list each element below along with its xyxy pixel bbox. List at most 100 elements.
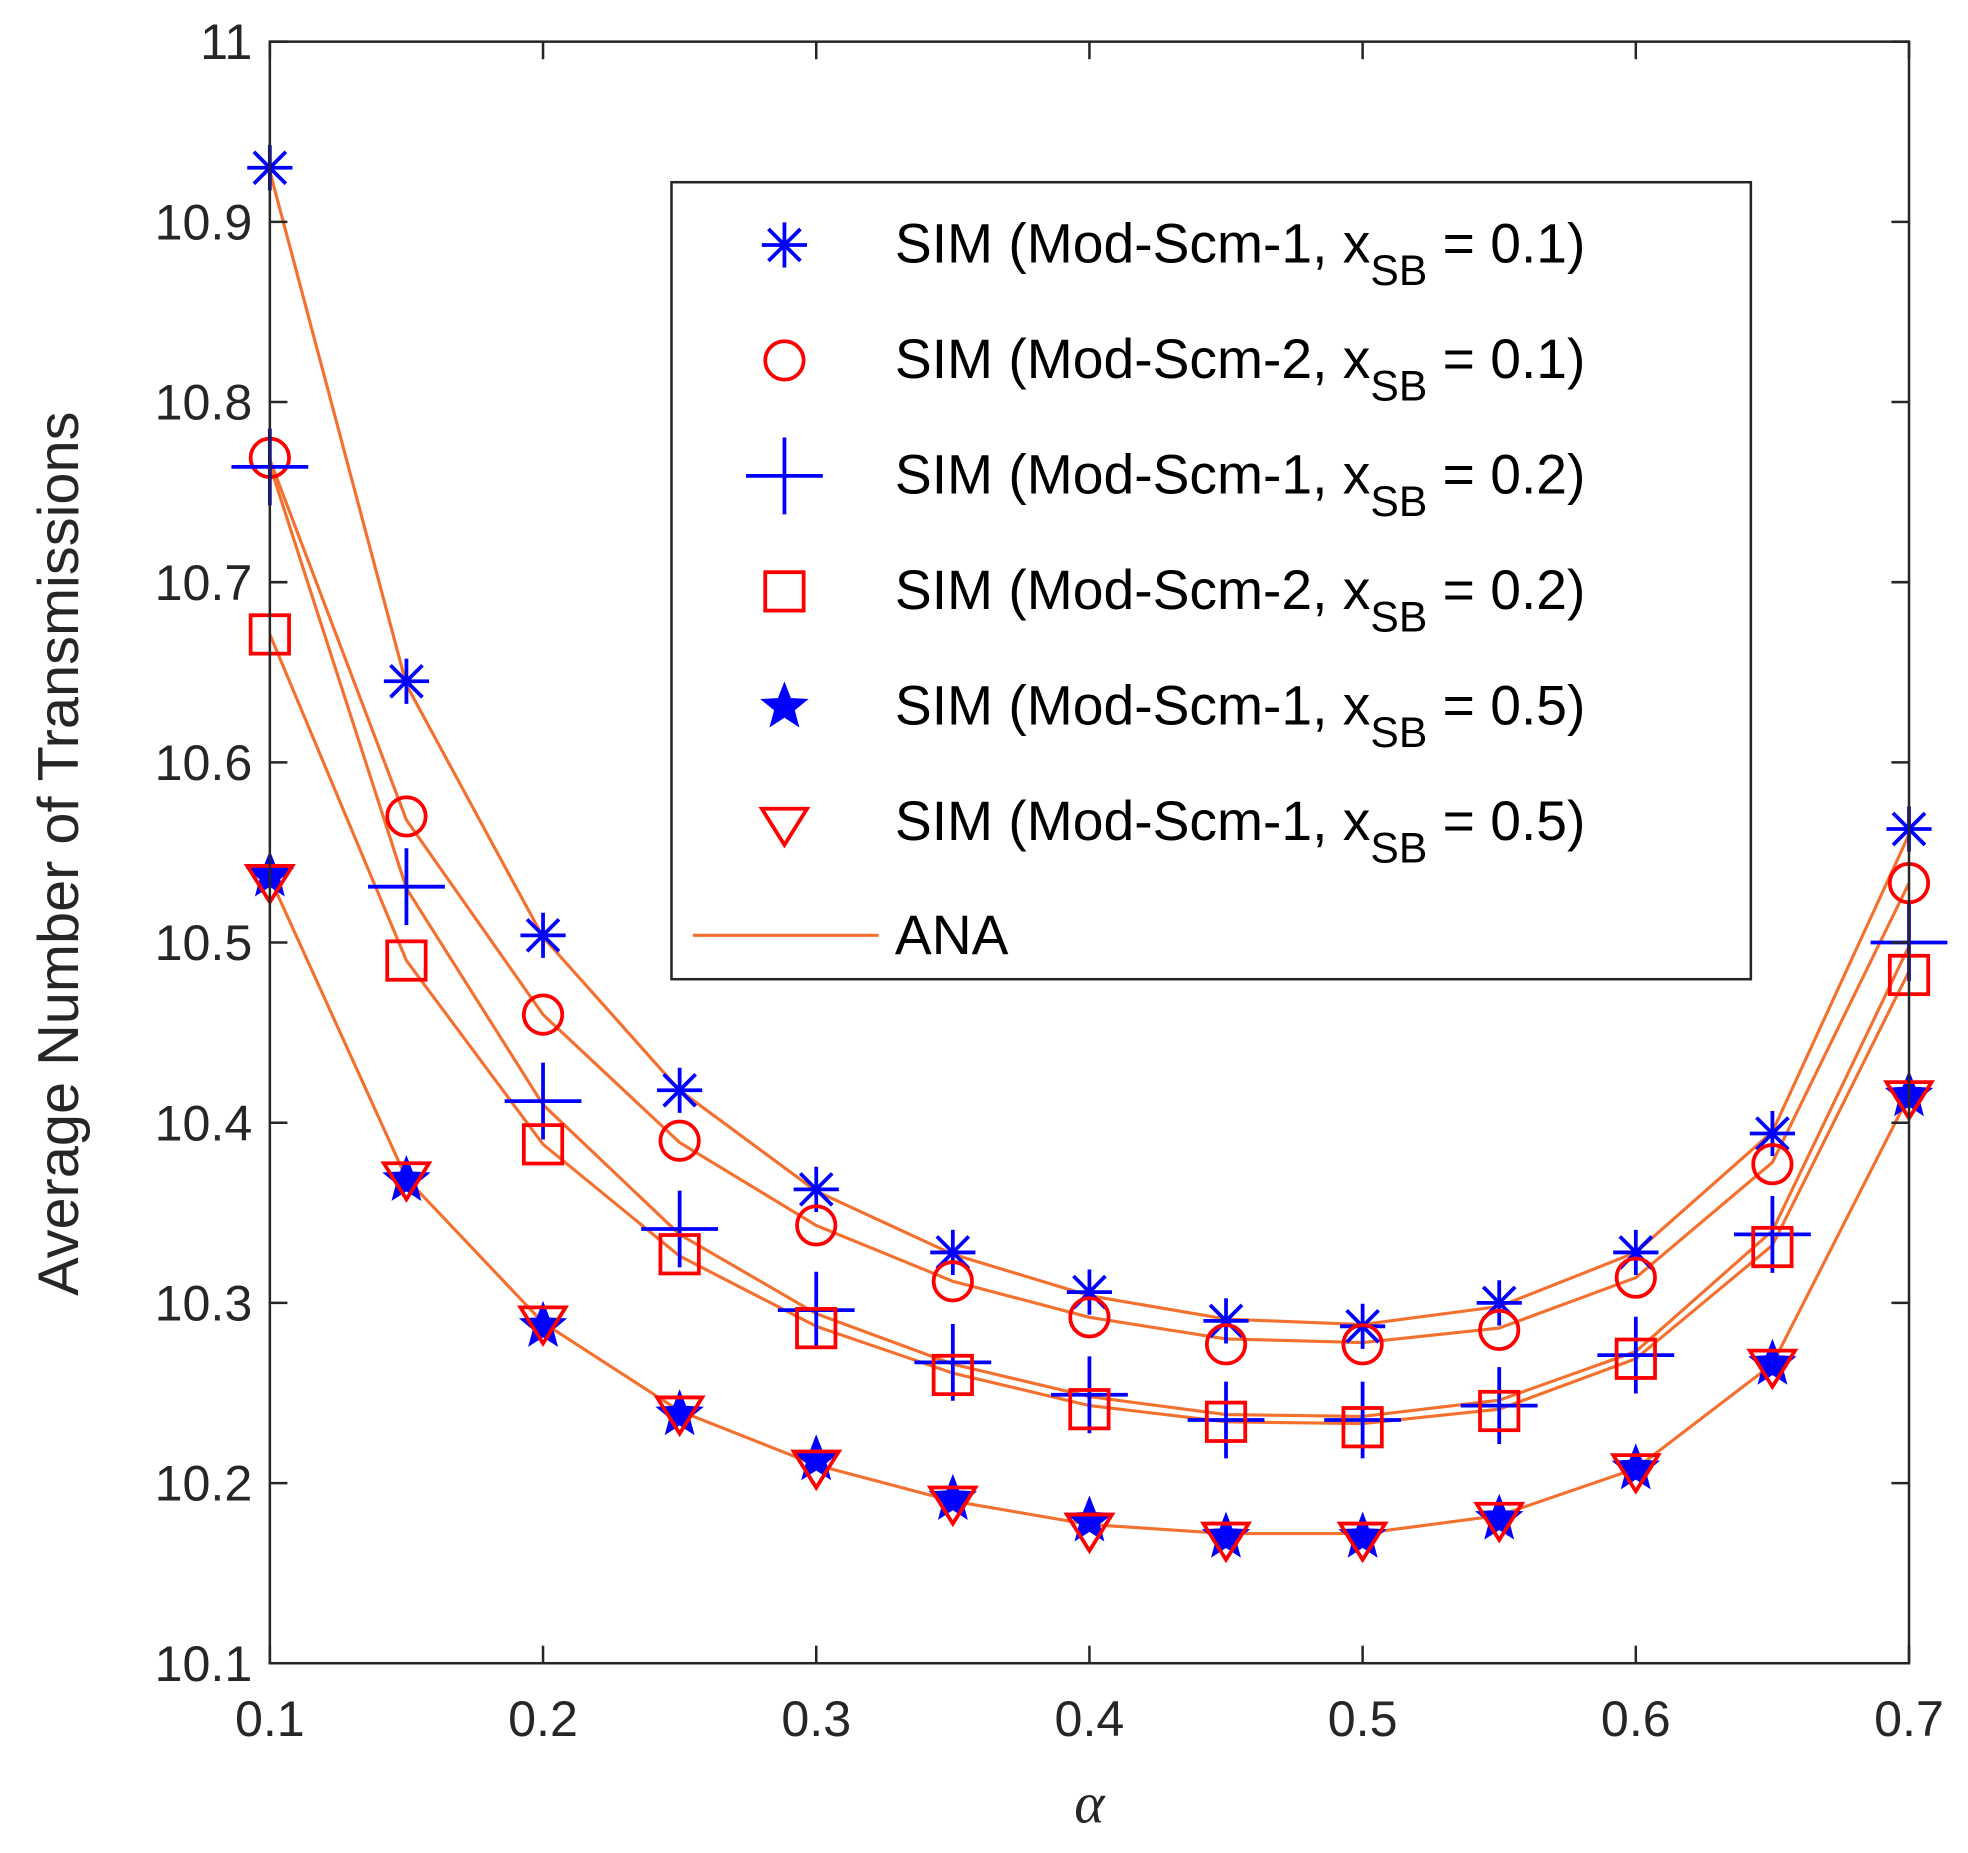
marker-square	[1068, 1388, 1111, 1431]
marker-triangle-down	[653, 1395, 706, 1438]
marker-plus	[1051, 1356, 1128, 1434]
legend-entry: SIM (Mod-Scm-1, xSB = 0.1)	[895, 213, 1586, 296]
marker-triangle-down	[1200, 1521, 1253, 1564]
marker-circle	[931, 1260, 974, 1303]
marker-square	[1341, 1406, 1384, 1449]
series-6	[243, 864, 1935, 1564]
x-tick-label: 0.6	[1601, 1691, 1671, 1747]
legend-subscript: SB	[1370, 594, 1427, 642]
marker-square	[931, 1353, 974, 1397]
y-tick-label: 10.5	[155, 915, 253, 971]
legend-text: SIM (Mod-Scm-1, x	[895, 674, 1371, 736]
marker-asterisk	[930, 1229, 976, 1276]
marker-plus	[914, 1323, 992, 1401]
marker-plus	[746, 437, 823, 515]
marker-square	[795, 1307, 838, 1350]
marker-plus	[1597, 1316, 1675, 1394]
legend-text: = 0.5)	[1427, 674, 1585, 736]
marker-triangle-down	[1336, 1521, 1389, 1564]
x-tick-label: 0.2	[508, 1691, 578, 1747]
y-tick-label: 10.4	[155, 1095, 253, 1151]
marker-square	[385, 939, 428, 982]
legend-entry: SIM (Mod-Scm-1, xSB = 0.2)	[895, 443, 1586, 526]
x-tick-label: 0.5	[1328, 1691, 1398, 1747]
marker-triangle-down	[1609, 1453, 1662, 1495]
marker-circle	[795, 1204, 838, 1247]
x-axis-label: α	[1074, 1773, 1106, 1836]
marker-circle	[385, 795, 428, 838]
marker-asterisk	[761, 222, 808, 268]
series-1	[247, 145, 1932, 1349]
y-tick-label: 10.9	[155, 194, 253, 250]
x-tick-label: 0.3	[781, 1691, 851, 1747]
marker-asterisk	[383, 658, 430, 704]
y-tick-label: 11	[200, 14, 252, 70]
marker-square	[658, 1233, 701, 1276]
marker-plus	[368, 848, 445, 926]
marker-star	[760, 681, 809, 728]
legend: SIM (Mod-Scm-1, xSB = 0.1)SIM (Mod-Scm-2…	[670, 180, 1753, 981]
marker-circle	[1204, 1323, 1248, 1366]
legend-text: = 0.2)	[1427, 443, 1585, 505]
marker-circle	[763, 339, 806, 382]
marker-square	[1614, 1337, 1657, 1380]
legend-subscript: SB	[1370, 247, 1427, 295]
x-tick-label: 0.4	[1055, 1691, 1125, 1747]
y-tick-label: 10.7	[155, 555, 253, 611]
legend-entry: SIM (Mod-Scm-1, xSB = 0.5)	[895, 674, 1586, 757]
marker-circle	[521, 993, 565, 1036]
marker-triangle-down	[1063, 1512, 1116, 1555]
legend-box	[670, 180, 1753, 981]
legend-text: SIM (Mod-Scm-1, x	[895, 443, 1371, 505]
marker-triangle-down	[1746, 1348, 1799, 1391]
marker-asterisk	[1203, 1298, 1249, 1344]
x-tick-label: 0.1	[235, 1691, 305, 1747]
legend-subscript: SB	[1370, 363, 1427, 411]
marker-circle	[1341, 1323, 1384, 1366]
marker-triangle-down	[1473, 1501, 1526, 1544]
legend-entry: SIM (Mod-Scm-2, xSB = 0.2)	[895, 559, 1586, 642]
marker-square	[763, 570, 806, 613]
marker-star	[928, 1473, 977, 1520]
marker-circle	[1614, 1256, 1657, 1299]
marker-square	[1751, 1225, 1794, 1269]
asterisk-stroke	[1755, 1116, 1790, 1151]
y-tick-label: 10.8	[155, 375, 253, 431]
marker-circle	[658, 1119, 701, 1162]
marker-plus	[1187, 1381, 1265, 1459]
marker-triangle-down	[380, 1161, 433, 1203]
marker-asterisk	[1749, 1110, 1796, 1157]
legend-text: SIM (Mod-Scm-1, x	[895, 790, 1371, 852]
marker-asterisk	[657, 1067, 703, 1113]
marker-square	[1478, 1389, 1521, 1433]
ana-line	[268, 459, 1911, 1345]
legend-text: SIM (Mod-Scm-2, x	[895, 559, 1371, 621]
legend-text: = 0.1)	[1427, 213, 1585, 275]
marker-circle	[1478, 1308, 1521, 1352]
legend-text: = 0.1)	[1427, 328, 1585, 390]
legend-text: = 0.5)	[1427, 790, 1585, 852]
x-tick-label: 0.7	[1874, 1691, 1944, 1747]
asterisk-stroke	[1208, 1303, 1244, 1339]
asterisk-stroke	[798, 1172, 834, 1207]
marker-triangle-down	[926, 1485, 979, 1528]
marker-square	[1204, 1400, 1248, 1443]
legend-text: SIM (Mod-Scm-1, x	[895, 213, 1371, 275]
asterisk-stroke	[525, 918, 561, 953]
legend-subscript: SB	[1370, 824, 1427, 872]
marker-triangle-down	[790, 1449, 843, 1492]
marker-triangle-down	[758, 806, 811, 849]
marker-plus	[1734, 1196, 1811, 1273]
y-axis-label: Average Number of Transmissions	[27, 412, 91, 1296]
legend-entry: SIM (Mod-Scm-1, xSB = 0.5)	[895, 790, 1586, 873]
y-tick-label: 10.6	[155, 735, 253, 791]
y-tick-label: 10.3	[155, 1275, 253, 1331]
legend-entry-ana: ANA	[895, 904, 1009, 966]
asterisk-stroke	[389, 663, 424, 699]
legend-subscript: SB	[1370, 478, 1427, 526]
marker-square	[521, 1123, 565, 1166]
marker-circle	[1068, 1296, 1111, 1339]
legend-entry: SIM (Mod-Scm-2, xSB = 0.1)	[895, 328, 1586, 411]
asterisk-stroke	[767, 227, 802, 263]
